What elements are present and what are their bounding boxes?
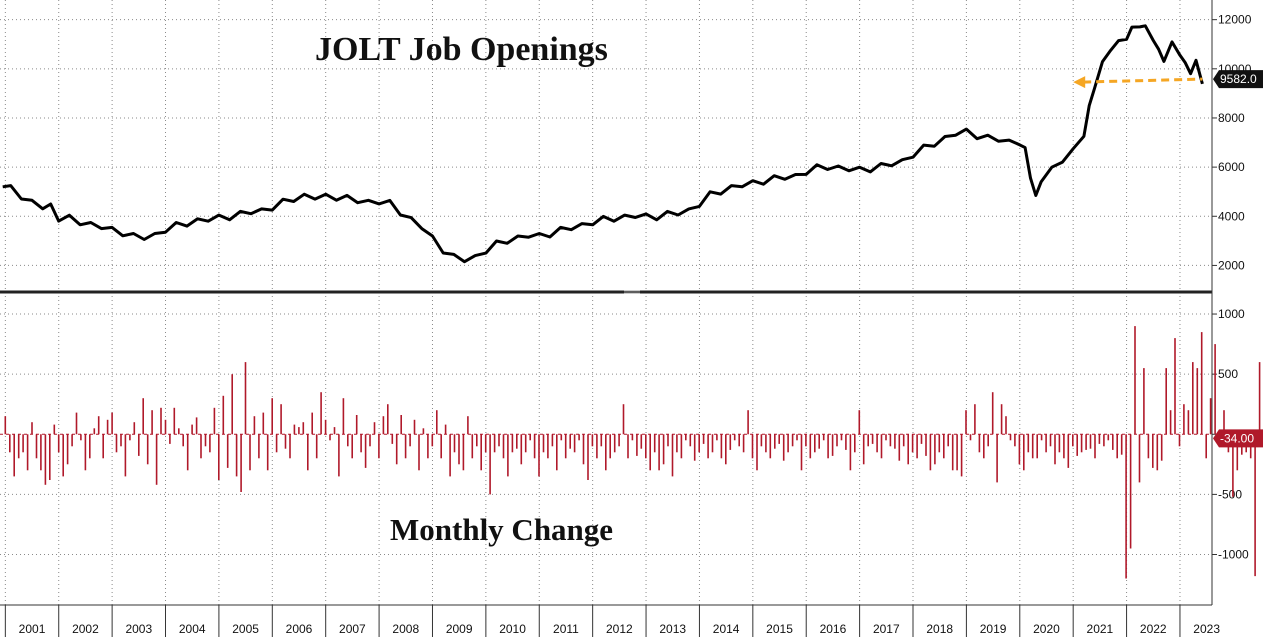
x-tick-label-2023: 2023 [1193,622,1220,636]
y-tick-label-bottom-1000: 1000 [1218,307,1245,321]
x-tick-label-2004: 2004 [179,622,206,636]
x-tick-label-2002: 2002 [72,622,99,636]
y-tick-label-top-8000: 8000 [1218,111,1245,125]
x-axis: 2001 2002 2003 2004 2005 2006 2007 2008 2009 2010… [4,605,1220,637]
x-tick-label-2008: 2008 [392,622,419,636]
x-tick-label-2010: 2010 [499,622,526,636]
last-value-badge-top: 9582.0 [1213,70,1263,89]
y-tick-label-top-12000: 12000 [1218,13,1252,27]
reference-arrowhead [1073,76,1086,89]
x-tick-label-2015: 2015 [766,622,793,636]
bottom-chart-title: Monthly Change [390,512,613,547]
bottom-y-axis: -1000 -500 500 1000 [1212,307,1249,562]
y-tick-label-top-4000: 4000 [1218,209,1245,223]
last-value-label-bottom: -34.00 [1220,431,1254,445]
grid-lines [0,0,1212,605]
x-tick-label-2020: 2020 [1033,622,1060,636]
job-openings-series-line [2,24,1204,264]
y-tick-label-top-6000: 6000 [1218,160,1245,174]
last-value-badge-bottom: -34.00 [1213,429,1263,448]
x-tick-label-2001: 2001 [19,622,46,636]
x-tick-label-2006: 2006 [286,622,313,636]
last-value-label-top: 9582.0 [1220,72,1257,86]
x-tick-label-2018: 2018 [926,622,953,636]
x-tick-label-2003: 2003 [125,622,152,636]
monthly-change-bars [4,326,1261,579]
x-tick-label-2016: 2016 [820,622,847,636]
x-tick-label-2011: 2011 [553,622,579,636]
y-tick-label-bottom--1000: -1000 [1218,548,1249,562]
x-tick-label-2009: 2009 [446,622,473,636]
x-tick-label-2013: 2013 [659,622,686,636]
x-tick-label-2014: 2014 [713,622,740,636]
y-tick-label-top-2000: 2000 [1218,258,1245,272]
x-tick-label-2012: 2012 [606,622,633,636]
x-tick-label-2022: 2022 [1140,622,1167,636]
x-tick-label-2017: 2017 [873,622,900,636]
x-tick-label-2019: 2019 [980,622,1007,636]
x-tick-label-2007: 2007 [339,622,366,636]
y-tick-label-bottom--500: -500 [1218,487,1242,501]
top-chart-title: JOLT Job Openings [315,31,608,68]
y-tick-label-bottom-500: 500 [1218,367,1238,381]
x-tick-label-2005: 2005 [232,622,259,636]
reference-dashed-line [1083,77,1203,84]
x-tick-label-2021: 2021 [1087,622,1114,636]
